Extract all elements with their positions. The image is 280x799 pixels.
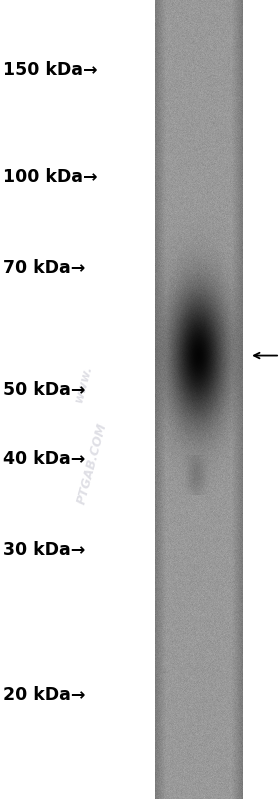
Text: PTGAB.COM: PTGAB.COM bbox=[75, 421, 109, 506]
Text: www.: www. bbox=[73, 364, 95, 403]
Text: 100 kDa→: 100 kDa→ bbox=[3, 169, 97, 186]
Text: 70 kDa→: 70 kDa→ bbox=[3, 259, 85, 276]
Text: 50 kDa→: 50 kDa→ bbox=[3, 381, 85, 399]
Text: 30 kDa→: 30 kDa→ bbox=[3, 541, 85, 559]
Text: 150 kDa→: 150 kDa→ bbox=[3, 62, 97, 79]
Text: 40 kDa→: 40 kDa→ bbox=[3, 451, 85, 468]
Text: 20 kDa→: 20 kDa→ bbox=[3, 686, 85, 704]
